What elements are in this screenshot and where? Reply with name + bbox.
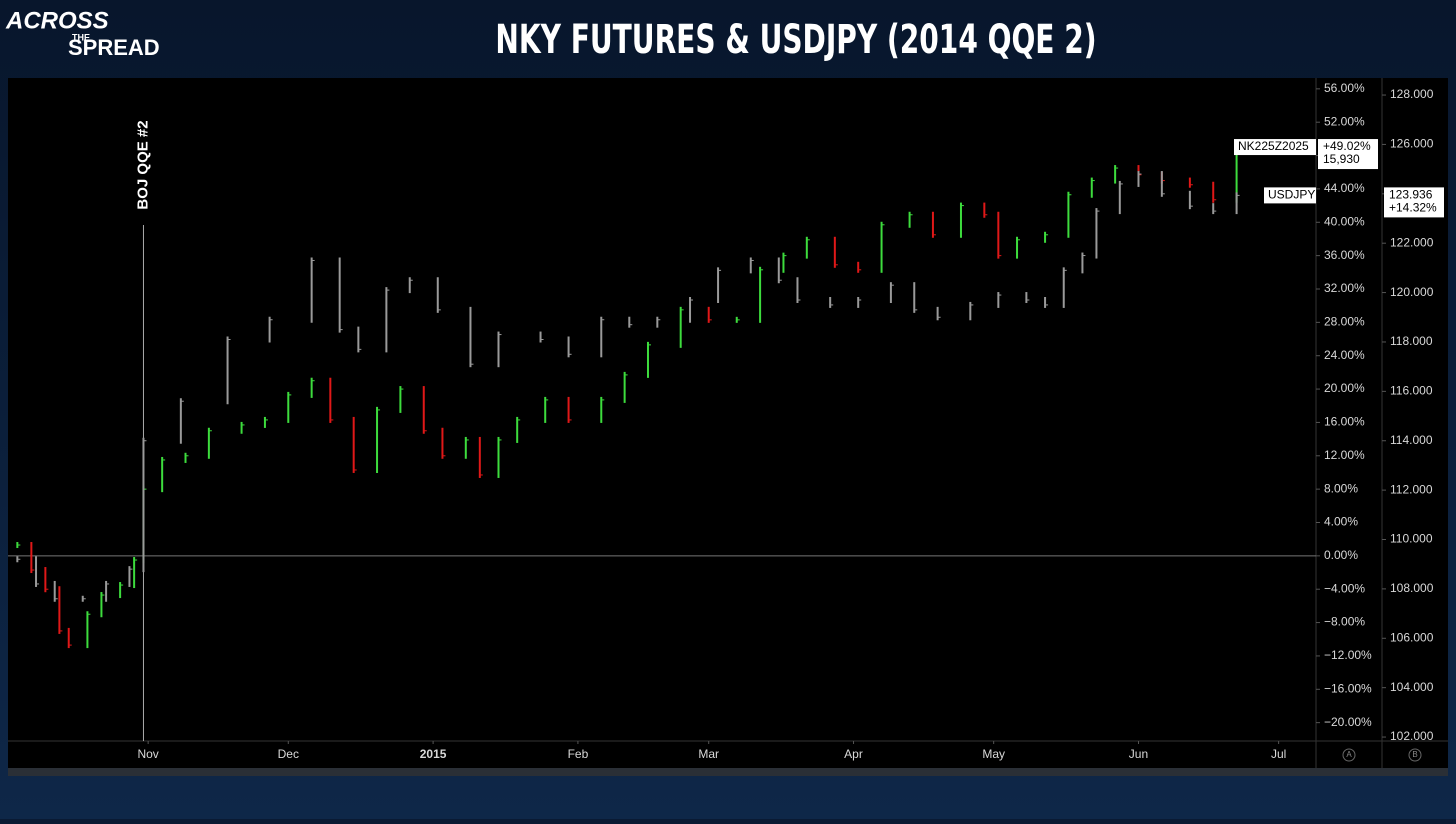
y-tick-label: −20.00% (1324, 715, 1372, 729)
y2-tick-label: 102.000 (1390, 729, 1434, 743)
y2-tick-label: 108.000 (1390, 581, 1434, 595)
y-tick-label: 44.00% (1324, 181, 1365, 195)
x-tick-label: Mar (698, 747, 719, 761)
y2-tick-label: 120.000 (1390, 285, 1434, 299)
series-name: USDJPY (1268, 188, 1315, 202)
chart-panel (8, 78, 1448, 768)
logo: ACROSS THE SPREAD (5, 7, 160, 59)
chart-title: NKY FUTURES & USDJPY (2014 QQE 2) (495, 17, 1096, 63)
axis-button-label: B (1412, 750, 1417, 759)
x-tick-label: Nov (137, 747, 158, 761)
y2-tick-label: 114.000 (1390, 433, 1433, 447)
y-tick-label: −16.00% (1324, 681, 1372, 695)
y-tick-label: 40.00% (1324, 214, 1365, 228)
y-tick-label: 24.00% (1324, 348, 1365, 362)
name-tag (1264, 187, 1316, 204)
logo-text: THE (72, 32, 90, 42)
y-tick-label: 28.00% (1324, 315, 1365, 329)
y2-tick-label: 112.000 (1390, 482, 1433, 496)
name-tag (1234, 139, 1316, 156)
value-tag (1384, 187, 1444, 218)
y-tick-label: −12.00% (1324, 648, 1372, 662)
y-tick-label: 56.00% (1324, 81, 1365, 95)
axis-button-label: A (1346, 750, 1352, 759)
event-label: BOJ QQE #2 (134, 120, 151, 209)
last-value: +49.02% (1323, 139, 1371, 153)
axis-button (1342, 748, 1356, 762)
x-tick-label: Jul (1271, 747, 1286, 761)
y-tick-label: 36.00% (1324, 248, 1365, 262)
x-tick-label: May (982, 747, 1005, 761)
last-value: +14.32% (1389, 201, 1437, 215)
x-tick-label: Feb (568, 747, 589, 761)
y2-tick-label: 128.000 (1390, 87, 1434, 101)
x-tick-label: Apr (844, 747, 863, 761)
y-tick-label: 4.00% (1324, 515, 1358, 529)
y-tick-label: 52.00% (1324, 114, 1365, 128)
y2-tick-label: 104.000 (1390, 680, 1434, 694)
y-tick-label: 20.00% (1324, 381, 1365, 395)
value-tag (1318, 139, 1378, 170)
y2-tick-label: 116.000 (1390, 384, 1433, 398)
scrollbar (8, 768, 1448, 776)
y2-tick-label: 122.000 (1390, 235, 1434, 249)
y-tick-label: −8.00% (1324, 615, 1365, 629)
series-name: NK225Z2025 (1238, 139, 1309, 153)
y-tick-label: −4.00% (1324, 581, 1365, 595)
x-tick-label: Jun (1129, 747, 1148, 761)
last-value: 15,930 (1323, 152, 1360, 166)
last-value: 123.936 (1389, 188, 1433, 202)
x-tick-label: 2015 (420, 747, 447, 761)
y2-tick-label: 110.000 (1390, 532, 1433, 546)
logo-text: ACROSS (5, 7, 109, 34)
y-tick-label: 8.00% (1324, 481, 1358, 495)
y2-tick-label: 106.000 (1390, 630, 1434, 644)
y-tick-label: 16.00% (1324, 415, 1365, 429)
y-tick-label: 32.00% (1324, 281, 1365, 295)
axis-button (1408, 748, 1422, 762)
y-tick-label: 0.00% (1324, 548, 1358, 562)
y-tick-label: 12.00% (1324, 448, 1365, 462)
logo-text: SPREAD (68, 35, 160, 60)
y2-tick-label: 126.000 (1390, 137, 1434, 151)
y2-tick-label: 118.000 (1390, 334, 1433, 348)
x-tick-label: Dec (278, 747, 299, 761)
